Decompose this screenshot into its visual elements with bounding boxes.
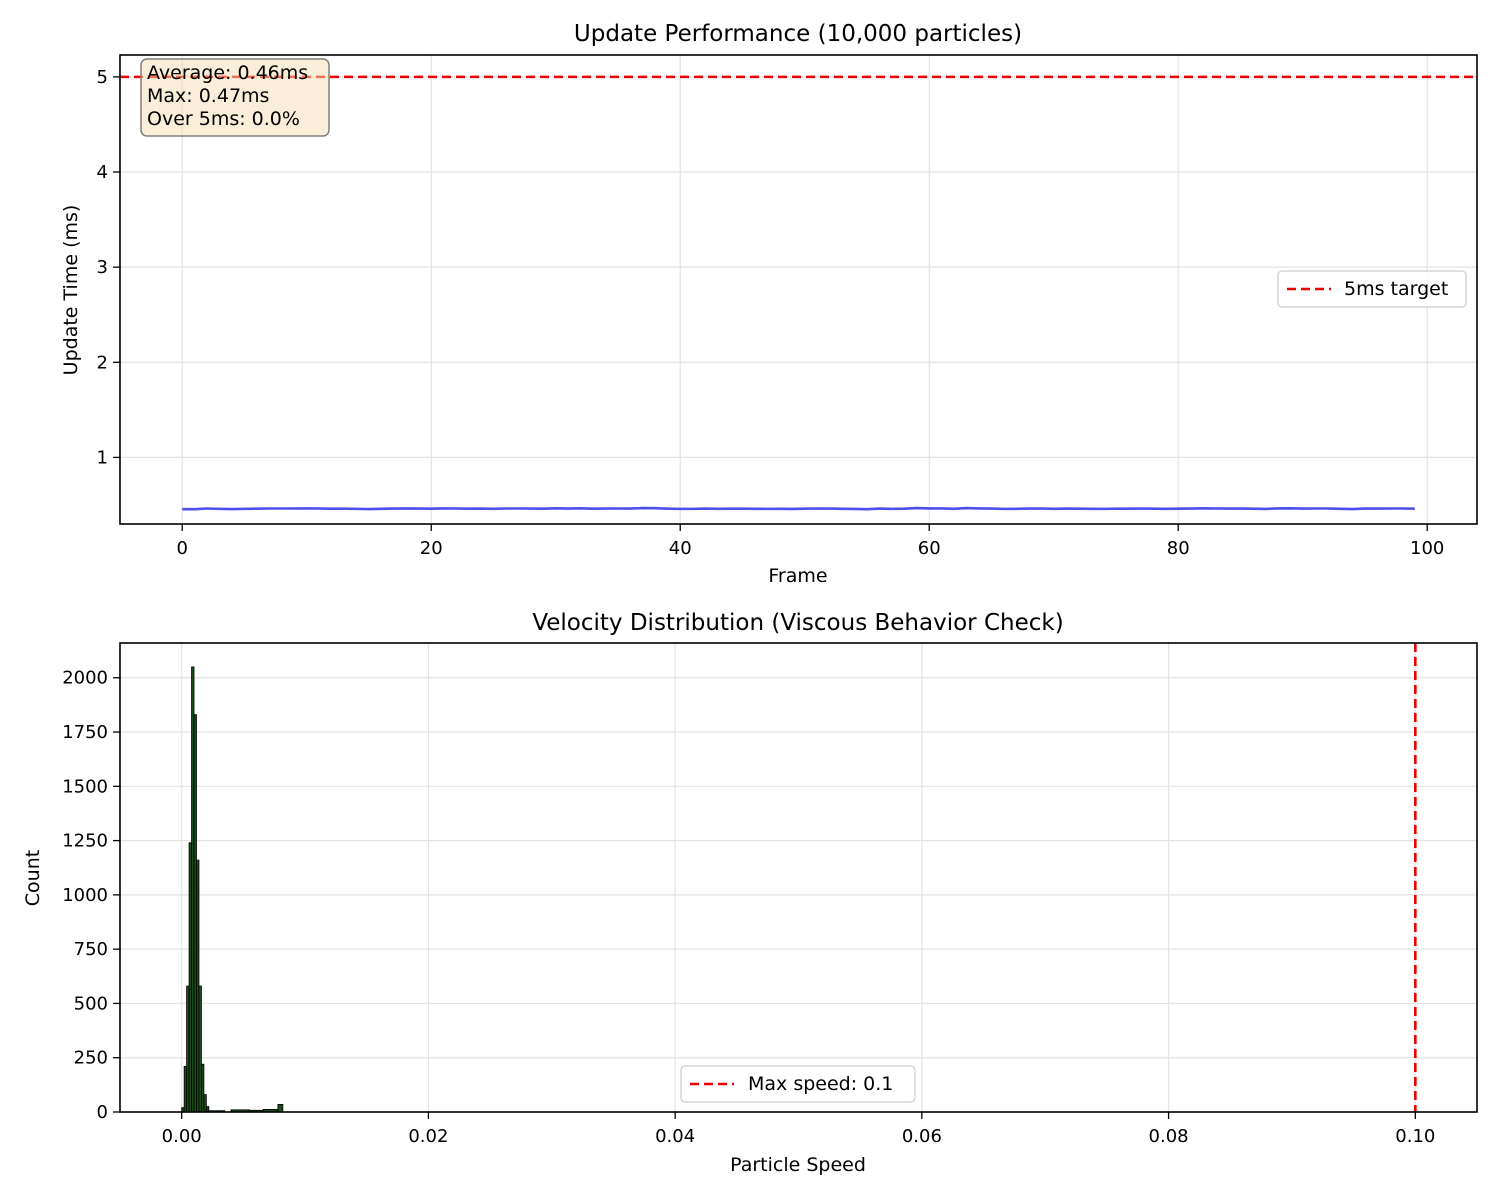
x-tick-label: 0.02 bbox=[408, 1126, 448, 1147]
stats-over-target: Over 5ms: 0.0% bbox=[147, 108, 300, 130]
y-tick-label: 3 bbox=[97, 257, 108, 278]
x-tick-label: 0 bbox=[177, 538, 188, 559]
legend: 5ms target bbox=[1277, 270, 1467, 308]
plot-frame bbox=[119, 54, 1478, 525]
histogram-bar bbox=[277, 1104, 284, 1113]
x-tick-label: 40 bbox=[669, 538, 692, 559]
x-tick-label: 100 bbox=[1410, 538, 1444, 559]
y-tick-label: 1750 bbox=[62, 722, 108, 743]
y-tick-label: 1000 bbox=[62, 885, 108, 906]
legend: Max speed: 0.1 bbox=[680, 1065, 916, 1103]
y-tick-label: 1500 bbox=[62, 776, 108, 797]
plot-data bbox=[182, 506, 1415, 511]
stats-average: Average: 0.46ms bbox=[147, 62, 308, 84]
legend-label: Max speed: 0.1 bbox=[748, 1073, 893, 1095]
chart-title: Update Performance (10,000 particles) bbox=[574, 21, 1022, 47]
x-tick-label: 0.06 bbox=[902, 1126, 942, 1147]
x-axis-label: Frame bbox=[768, 565, 827, 587]
x-tick-label: 0.08 bbox=[1149, 1126, 1189, 1147]
y-axis-label: Update Time (ms) bbox=[60, 205, 82, 376]
y-tick-label: 1 bbox=[97, 447, 108, 468]
y-tick-label: 0 bbox=[97, 1102, 108, 1123]
y-tick-label: 5 bbox=[97, 67, 108, 88]
plot-frame bbox=[119, 642, 1478, 1113]
axis-ticks: 0 20 40 60 80 100 1 2 3 4 5 bbox=[97, 67, 1445, 559]
y-tick-label: 4 bbox=[97, 162, 108, 183]
y-tick-label: 2 bbox=[97, 352, 108, 373]
y-tick-label: 500 bbox=[74, 993, 108, 1014]
y-tick-label: 2000 bbox=[62, 668, 108, 689]
stats-box bbox=[140, 58, 330, 137]
x-tick-label: 0.00 bbox=[162, 1126, 202, 1147]
x-tick-label: 0.04 bbox=[655, 1126, 695, 1147]
legend-box bbox=[1277, 270, 1467, 308]
legend-label: 5ms target bbox=[1344, 278, 1448, 300]
y-tick-label: 1250 bbox=[62, 831, 108, 852]
x-tick-label: 80 bbox=[1167, 538, 1190, 559]
x-tick-label: 0.10 bbox=[1395, 1126, 1435, 1147]
y-axis-label: Count bbox=[22, 850, 44, 906]
update-performance-chart: Update Performance (10,000 particles) 0 2… bbox=[60, 21, 1478, 587]
x-axis-label: Particle Speed bbox=[730, 1154, 866, 1176]
legend-box bbox=[680, 1065, 916, 1103]
stats-annotation: Average: 0.46ms Max: 0.47ms Over 5ms: 0.… bbox=[140, 58, 330, 137]
axis-ticks: 0.00 0.02 0.04 0.06 0.08 0.10 0 250 500 750 1000 12… bbox=[62, 668, 1435, 1147]
stats-max: Max: 0.47ms bbox=[147, 85, 269, 107]
update-time-line bbox=[182, 506, 1415, 511]
velocity-distribution-chart: Velocity Distribution (Viscous Behavior … bbox=[22, 610, 1478, 1176]
y-tick-label: 250 bbox=[74, 1048, 108, 1069]
x-tick-label: 60 bbox=[918, 538, 941, 559]
y-tick-label: 750 bbox=[74, 939, 108, 960]
chart-title: Velocity Distribution (Viscous Behavior … bbox=[532, 610, 1063, 636]
x-tick-label: 20 bbox=[420, 538, 443, 559]
